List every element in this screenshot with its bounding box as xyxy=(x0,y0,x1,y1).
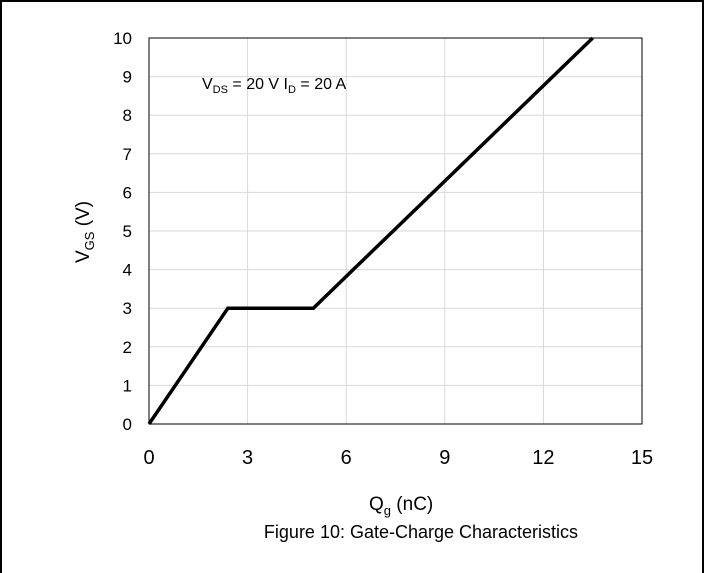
test-condition-annotation: VDS = 20 V ID = 20 A xyxy=(202,76,347,96)
x-tick-label: 3 xyxy=(242,447,253,469)
x-axis-ticks: 0 3 6 9 12 15 xyxy=(143,447,653,469)
y-tick-label: 10 xyxy=(113,29,132,48)
y-tick-label: 8 xyxy=(123,106,132,125)
y-axis-label: VGS (V) xyxy=(73,201,97,263)
x-tick-label: 15 xyxy=(631,447,653,469)
y-tick-label: 5 xyxy=(123,222,132,241)
y-tick-label: 0 xyxy=(123,415,132,434)
x-tick-label: 12 xyxy=(532,447,554,469)
vgs-curve xyxy=(147,36,594,425)
x-tick-label: 0 xyxy=(143,447,154,469)
y-axis-ticks: 0 1 2 3 4 5 6 7 8 9 10 xyxy=(113,29,132,434)
y-tick-label: 9 xyxy=(123,68,132,87)
x-tick-label: 6 xyxy=(341,447,352,469)
x-tick-label: 9 xyxy=(439,447,450,469)
plot-area xyxy=(148,37,643,425)
y-tick-label: 1 xyxy=(123,376,132,395)
figure-caption: Figure 10: Gate-Charge Characteristics xyxy=(264,522,578,542)
y-tick-label: 3 xyxy=(123,299,132,318)
y-tick-label: 2 xyxy=(123,338,132,357)
y-tick-label: 7 xyxy=(123,145,132,164)
y-tick-label: 4 xyxy=(123,261,132,280)
y-tick-label: 6 xyxy=(123,183,132,202)
x-axis-label: Qg (nC) xyxy=(369,494,433,518)
